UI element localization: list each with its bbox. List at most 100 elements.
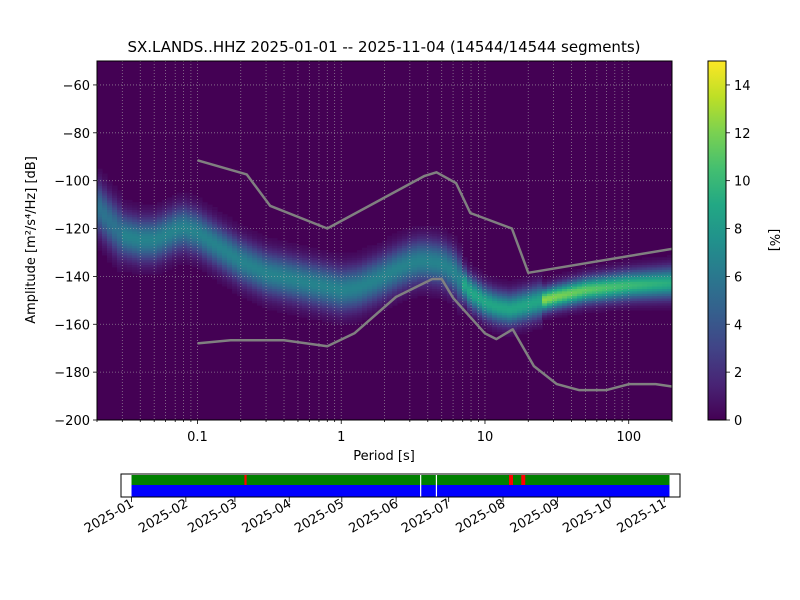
heatmap-cell <box>177 195 183 199</box>
heatmap-cell <box>392 254 398 258</box>
timeline-coverage-bar <box>131 475 670 485</box>
heatmap-cell <box>627 302 633 306</box>
heatmap-cell <box>407 274 413 277</box>
heatmap-cell <box>172 202 178 206</box>
heatmap-cell <box>387 247 393 251</box>
heatmap-cell <box>207 242 213 246</box>
heatmap-cell <box>547 309 553 313</box>
heatmap-cell <box>597 283 603 287</box>
heatmap-cell <box>247 245 253 249</box>
heatmap-cell <box>147 254 153 258</box>
heatmap-cell <box>327 252 333 256</box>
heatmap-cell <box>187 197 193 201</box>
heatmap-cell <box>322 312 328 316</box>
heatmap-cell <box>452 293 458 297</box>
heatmap-cell <box>132 226 138 230</box>
heatmap-cell <box>302 293 308 297</box>
heatmap-cell <box>367 314 373 318</box>
heatmap-cell <box>477 300 483 304</box>
heatmap-cell <box>387 278 393 282</box>
heatmap-cell <box>157 264 163 268</box>
heatmap-cell <box>112 230 118 234</box>
heatmap-cell <box>372 266 378 270</box>
x-tick-label: 1 <box>337 430 345 445</box>
heatmap-cell <box>182 204 188 208</box>
heatmap-cell <box>317 295 323 299</box>
heatmap-cell <box>492 302 498 306</box>
heatmap-cell <box>622 278 628 282</box>
heatmap-cell <box>572 269 578 273</box>
heatmap-cell <box>557 305 563 309</box>
heatmap-cell <box>532 281 538 285</box>
heatmap-cell <box>347 278 353 282</box>
heatmap-cell <box>252 271 258 275</box>
heatmap-cell <box>272 240 278 244</box>
heatmap-cell <box>257 250 263 254</box>
heatmap-cell <box>472 317 478 321</box>
heatmap-cell <box>482 309 488 313</box>
heatmap-cell <box>297 250 303 254</box>
heatmap-cell <box>152 218 158 222</box>
heatmap-cell <box>387 276 393 280</box>
heatmap-cell <box>652 307 658 311</box>
heatmap-cell <box>307 302 313 306</box>
heatmap-cell <box>642 264 648 268</box>
heatmap-cell <box>112 264 118 268</box>
heatmap-cell <box>652 285 658 289</box>
heatmap-cell <box>327 295 333 299</box>
heatmap-cell <box>107 250 113 254</box>
heatmap-cell <box>277 302 283 306</box>
heatmap-cell <box>142 252 148 256</box>
heatmap-cell <box>632 290 638 294</box>
heatmap-cell <box>407 233 413 237</box>
heatmap-cell <box>262 264 268 268</box>
heatmap-cell <box>572 312 578 316</box>
heatmap-cell <box>197 266 203 270</box>
heatmap-cell <box>137 271 143 275</box>
heatmap-cell <box>602 300 608 304</box>
heatmap-cell <box>402 233 408 237</box>
heatmap-cell <box>457 295 463 299</box>
heatmap-cell <box>357 271 363 275</box>
heatmap-cell <box>107 233 113 237</box>
heatmap-cell <box>432 288 438 292</box>
heatmap-cell <box>267 254 273 258</box>
heatmap-cell <box>347 264 353 268</box>
heatmap-cell <box>457 242 463 246</box>
heatmap-cell <box>237 264 243 268</box>
heatmap-cell <box>112 242 118 246</box>
heatmap-cell <box>157 230 163 234</box>
heatmap-cell <box>102 199 108 203</box>
heatmap-cell <box>502 321 508 325</box>
heatmap-cell <box>542 305 548 309</box>
heatmap-cell <box>177 216 183 220</box>
heatmap-cell <box>412 288 418 292</box>
heatmap-cell <box>177 204 183 208</box>
heatmap-cell <box>177 214 183 218</box>
heatmap-cell <box>412 228 418 232</box>
heatmap-cell <box>237 283 243 287</box>
heatmap-cell <box>192 245 198 249</box>
heatmap-cell <box>347 293 353 297</box>
heatmap-cell <box>267 238 273 242</box>
heatmap-cell <box>142 254 148 258</box>
heatmap-cell <box>147 206 153 210</box>
heatmap-cell <box>497 329 503 333</box>
heatmap-cell <box>447 297 453 301</box>
heatmap-cell <box>627 300 633 304</box>
heatmap-cell <box>422 240 428 244</box>
heatmap-cell <box>527 319 533 323</box>
heatmap-cell <box>352 297 358 301</box>
heatmap-cell <box>157 271 163 275</box>
heatmap-cell <box>182 206 188 210</box>
heatmap-cell <box>222 264 228 268</box>
heatmap-cell <box>632 262 638 266</box>
heatmap-cell <box>527 281 533 285</box>
heatmap-cell <box>347 271 353 275</box>
heatmap-cell <box>507 333 513 337</box>
heatmap-cell <box>417 250 423 254</box>
heatmap-cell <box>612 271 618 275</box>
heatmap-cell <box>262 300 268 304</box>
heatmap-cell <box>392 300 398 304</box>
heatmap-cell <box>537 276 543 280</box>
